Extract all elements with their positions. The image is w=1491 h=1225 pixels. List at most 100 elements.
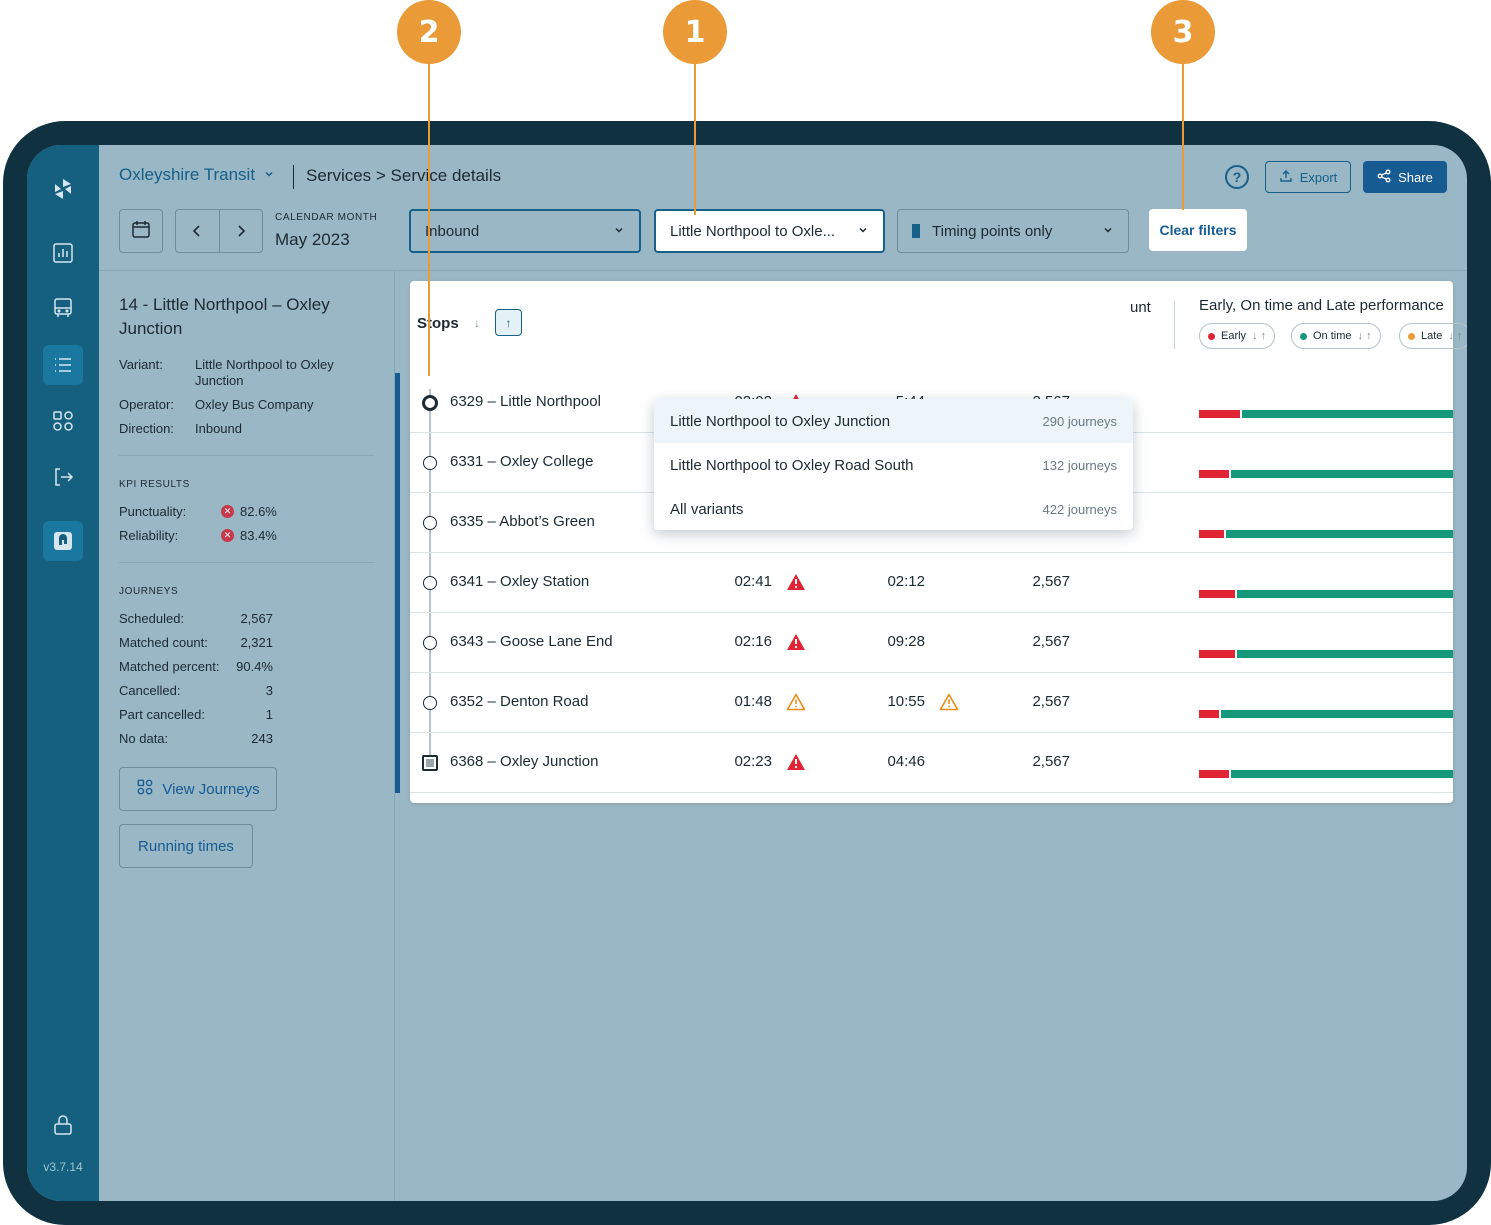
late-filter-pill[interactable]: Late ↓ ↑ bbox=[1399, 323, 1467, 349]
calendar-button[interactable] bbox=[119, 209, 163, 253]
critical-alert-icon bbox=[786, 633, 806, 651]
direction-select[interactable]: Inbound bbox=[409, 209, 641, 253]
stat-value: 3 bbox=[265, 683, 273, 698]
stat-key: Part cancelled: bbox=[119, 707, 205, 722]
stop-node-icon bbox=[422, 395, 438, 411]
running-times-button[interactable]: Running times bbox=[119, 824, 253, 868]
sort-arrows-icon[interactable]: ↓ ↑ bbox=[1448, 330, 1463, 342]
variant-option[interactable]: Little Northpool to Oxley Junction 290 j… bbox=[654, 399, 1133, 443]
fail-icon: ✕ bbox=[221, 529, 234, 542]
table-row[interactable]: 6341 – Oxley Station 02:41 02:12 2,567 bbox=[410, 553, 1453, 613]
variant-option[interactable]: Little Northpool to Oxley Road South 132… bbox=[654, 443, 1133, 487]
direction-value: Inbound bbox=[425, 222, 480, 240]
lock-icon[interactable] bbox=[43, 1105, 83, 1145]
kpi-key: Reliability: bbox=[119, 528, 179, 543]
stop-node-icon bbox=[423, 516, 437, 530]
time-value: 01:48 bbox=[734, 693, 772, 710]
on-time-bar bbox=[1237, 590, 1453, 598]
on-time-bar bbox=[1237, 650, 1453, 658]
early-bar bbox=[1199, 650, 1235, 658]
selected-stops-indicator bbox=[395, 373, 400, 793]
detail-value: Inbound bbox=[195, 421, 242, 436]
table-row[interactable]: 6368 – Oxley Junction 02:23 04:46 2,567 bbox=[410, 733, 1453, 793]
early-bar bbox=[1199, 710, 1219, 718]
month-navigation bbox=[175, 209, 263, 253]
time-value: 02:16 bbox=[734, 633, 772, 650]
on-time-bar bbox=[1231, 770, 1453, 778]
early-filter-pill[interactable]: Early ↓ ↑ bbox=[1199, 323, 1276, 349]
logo-icon[interactable] bbox=[43, 169, 83, 209]
option-label: All variants bbox=[670, 500, 744, 518]
stop-name: 6341 – Oxley Station bbox=[450, 573, 590, 590]
journey-stat: No data: 243 bbox=[119, 731, 273, 746]
next-month-button[interactable] bbox=[220, 210, 263, 252]
calendar-caption: CALENDAR MONTH bbox=[275, 212, 378, 223]
kpi-punctuality: Punctuality: ✕ 82.6% bbox=[119, 504, 277, 519]
chevron-down-icon bbox=[263, 165, 275, 185]
pill-label: On time bbox=[1313, 330, 1352, 342]
chevron-down-icon bbox=[857, 223, 869, 240]
on-time-bar bbox=[1221, 710, 1453, 718]
early-bar bbox=[1199, 530, 1224, 538]
on-time-bar bbox=[1226, 530, 1453, 538]
count-value: 2,567 bbox=[1032, 573, 1070, 590]
divider bbox=[119, 455, 375, 456]
stops-column-header[interactable]: Stops bbox=[417, 315, 459, 332]
variant-dropdown-menu: Little Northpool to Oxley Junction 290 j… bbox=[654, 399, 1133, 530]
stop-name: 6331 – Oxley College bbox=[450, 453, 594, 470]
time-value: 09:28 bbox=[887, 633, 925, 650]
callout-1: 1 bbox=[663, 0, 727, 64]
stat-key: Matched percent: bbox=[119, 659, 220, 674]
stat-key: Cancelled: bbox=[119, 683, 181, 698]
org-name: Oxleyshire Transit bbox=[119, 165, 256, 184]
previous-month-button[interactable] bbox=[176, 210, 220, 252]
option-count: 422 journeys bbox=[1042, 501, 1117, 517]
chevron-left-icon bbox=[193, 225, 200, 237]
top-bar: Oxleyshire Transit Services > Service de… bbox=[99, 145, 1467, 271]
journey-stat: Matched percent: 90.4% bbox=[119, 659, 273, 674]
stat-value: 1 bbox=[265, 707, 273, 722]
fail-icon: ✕ bbox=[221, 505, 234, 518]
stop-name: 6329 – Little Northpool bbox=[450, 393, 601, 410]
export-button[interactable]: Export bbox=[1265, 161, 1351, 193]
variant-option[interactable]: All variants 422 journeys bbox=[654, 487, 1133, 530]
count-column-header[interactable]: unt bbox=[1130, 299, 1151, 316]
early-bar bbox=[1199, 590, 1235, 598]
help-icon[interactable]: ? bbox=[1225, 165, 1249, 189]
detail-key: Variant: bbox=[119, 357, 163, 372]
chevron-right-icon bbox=[238, 225, 245, 237]
on-time-filter-pill[interactable]: On time ↓ ↑ bbox=[1291, 323, 1381, 349]
sort-arrows-icon[interactable]: ↓ ↑ bbox=[1252, 330, 1267, 342]
view-journeys-button[interactable]: View Journeys bbox=[119, 767, 277, 811]
sort-ascending-button[interactable]: ↑ bbox=[495, 309, 522, 336]
logout-icon[interactable] bbox=[43, 457, 83, 497]
app-icon[interactable] bbox=[43, 521, 83, 561]
table-row[interactable]: 6343 – Goose Lane End 02:16 09:28 2,567 bbox=[410, 613, 1453, 673]
chevron-down-icon bbox=[613, 223, 625, 240]
detail-direction: Direction: Inbound bbox=[119, 421, 355, 437]
org-switcher[interactable]: Oxleyshire Transit bbox=[119, 165, 275, 185]
table-row[interactable]: 6352 – Denton Road 01:48 10:55 2,567 bbox=[410, 673, 1453, 733]
variant-select[interactable]: Little Northpool to Oxle... bbox=[654, 209, 885, 253]
sort-descending-icon[interactable]: ↓ bbox=[474, 316, 480, 330]
timing-points-select[interactable]: Timing points only bbox=[897, 209, 1129, 253]
clear-filters-button[interactable]: Clear filters bbox=[1149, 209, 1247, 251]
detail-value: Oxley Bus Company bbox=[195, 397, 314, 412]
timing-point-icon bbox=[912, 224, 920, 238]
detail-variant: Variant: Little Northpool to Oxley Junct… bbox=[119, 357, 355, 389]
sort-arrows-icon[interactable]: ↓ ↑ bbox=[1357, 330, 1372, 342]
stop-name: 6335 – Abbot’s Green bbox=[450, 513, 595, 530]
divider bbox=[119, 562, 375, 563]
chart-icon[interactable] bbox=[43, 233, 83, 273]
calendar-icon bbox=[131, 219, 151, 244]
service-title: 14 - Little Northpool – Oxley Junction bbox=[119, 295, 330, 338]
terminus-stop-icon bbox=[422, 755, 438, 771]
kpi-caption: KPI RESULTS bbox=[119, 479, 190, 490]
share-button[interactable]: Share bbox=[1363, 161, 1447, 193]
breadcrumb[interactable]: Services > Service details bbox=[306, 166, 502, 185]
on-time-bar bbox=[1231, 470, 1453, 478]
left-rail: v3.7.14 bbox=[27, 145, 99, 1201]
bus-icon[interactable] bbox=[43, 288, 83, 328]
list-icon[interactable] bbox=[43, 345, 83, 385]
grid-icon[interactable] bbox=[43, 401, 83, 441]
